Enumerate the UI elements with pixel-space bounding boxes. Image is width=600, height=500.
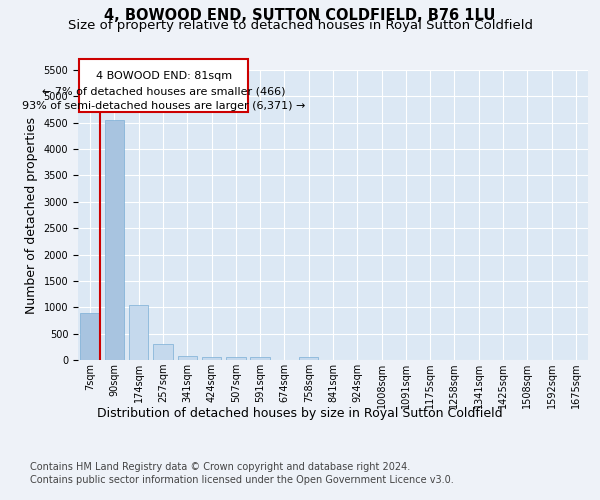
FancyBboxPatch shape — [79, 60, 248, 112]
Bar — [178, 356, 197, 360]
Text: Contains public sector information licensed under the Open Government Licence v3: Contains public sector information licen… — [30, 475, 454, 485]
Bar — [250, 357, 270, 360]
Text: Contains HM Land Registry data © Crown copyright and database right 2024.: Contains HM Land Registry data © Crown c… — [30, 462, 410, 472]
Bar — [202, 356, 221, 360]
Bar — [105, 120, 124, 360]
Text: Size of property relative to detached houses in Royal Sutton Coldfield: Size of property relative to detached ho… — [67, 18, 533, 32]
Text: 4, BOWOOD END, SUTTON COLDFIELD, B76 1LU: 4, BOWOOD END, SUTTON COLDFIELD, B76 1LU — [104, 8, 496, 22]
Bar — [226, 357, 245, 360]
Bar — [299, 357, 319, 360]
Bar — [153, 344, 173, 360]
Text: 4 BOWOOD END: 81sqm
← 7% of detached houses are smaller (466)
93% of semi-detach: 4 BOWOOD END: 81sqm ← 7% of detached hou… — [22, 72, 305, 111]
Text: Distribution of detached houses by size in Royal Sutton Coldfield: Distribution of detached houses by size … — [97, 408, 503, 420]
Bar — [129, 304, 148, 360]
Bar — [80, 312, 100, 360]
Y-axis label: Number of detached properties: Number of detached properties — [25, 116, 38, 314]
